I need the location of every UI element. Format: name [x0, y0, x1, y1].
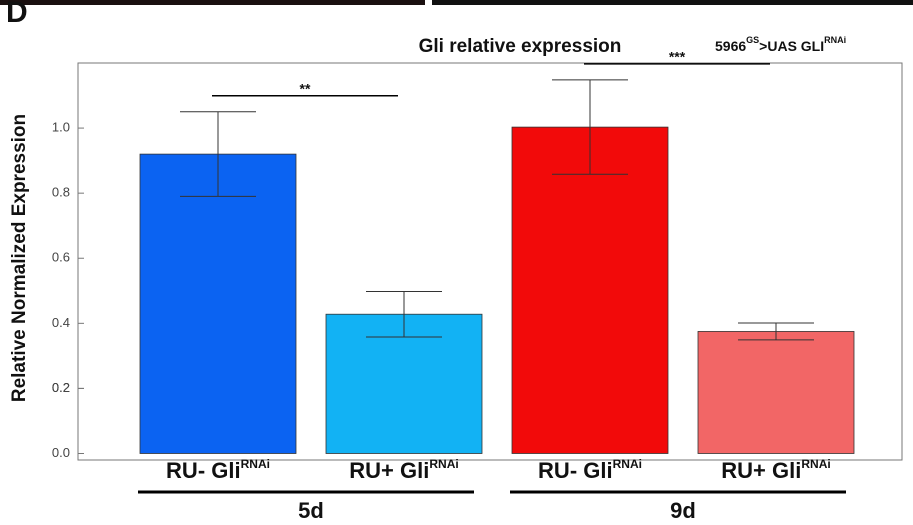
- category-text: RU+ Gli: [721, 458, 801, 483]
- x-tick-label: RU+ GliRNAi: [721, 457, 830, 483]
- x-tick-label: RU- GliRNAi: [166, 457, 270, 483]
- image-edge: [432, 0, 913, 5]
- y-tick-label: 0.0: [52, 445, 70, 460]
- page: {"panel_label": "D", "chart_data": { "ty…: [0, 0, 913, 525]
- chart-title: Gli relative expression: [419, 36, 622, 57]
- category-superscript: RNAi: [613, 457, 642, 471]
- panel-label: D: [6, 0, 28, 29]
- y-tick-label: 0.2: [52, 380, 70, 395]
- y-axis-label: Relative Normalized Expression: [9, 114, 30, 402]
- y-tick-label: 0.6: [52, 250, 70, 265]
- category-superscript: RNAi: [241, 457, 270, 471]
- bar: [512, 127, 668, 453]
- annotation-sup: RNAi: [824, 35, 846, 45]
- category-superscript: RNAi: [429, 457, 458, 471]
- image-edge: [0, 0, 425, 5]
- group-label: 9d: [670, 498, 696, 523]
- y-tick-label: 0.8: [52, 185, 70, 200]
- significance-label: ***: [669, 49, 686, 65]
- annotation-text: 5966: [715, 38, 746, 54]
- x-tick-label: RU- GliRNAi: [538, 457, 642, 483]
- y-tick-label: 0.4: [52, 315, 70, 330]
- bar: [698, 331, 854, 453]
- category-superscript: RNAi: [801, 457, 830, 471]
- group-label: 5d: [298, 498, 324, 523]
- category-text: RU- Gli: [538, 458, 613, 483]
- chart: D Gli relative expression 5966GS>UAS GLI…: [0, 0, 913, 525]
- annotation-sup: GS: [746, 35, 759, 45]
- bar: [140, 154, 296, 453]
- significance-label: **: [300, 81, 311, 97]
- annotation: 5966GS>UAS GLIRNAi: [715, 35, 846, 53]
- annotation-text: >UAS GLI: [759, 38, 824, 54]
- x-tick-label: RU+ GliRNAi: [349, 457, 458, 483]
- category-text: RU+ Gli: [349, 458, 429, 483]
- category-text: RU- Gli: [166, 458, 241, 483]
- y-tick-label: 1.0: [52, 120, 70, 135]
